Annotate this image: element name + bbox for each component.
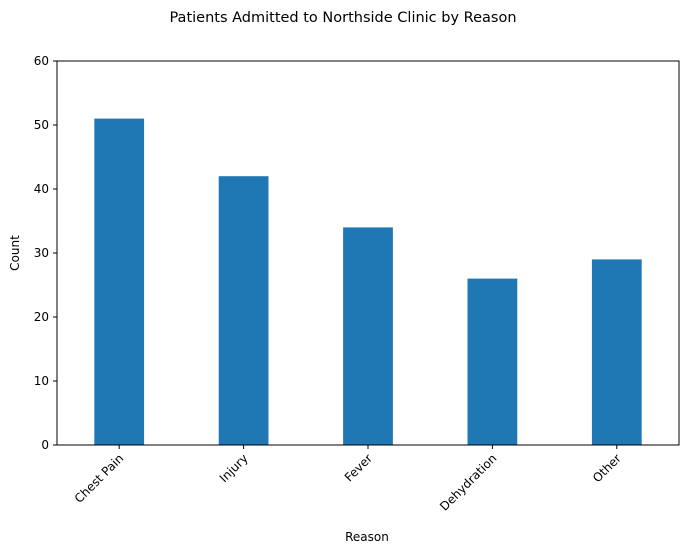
y-tick-label: 50 <box>34 118 49 132</box>
x-tick-label: Injury <box>217 451 251 485</box>
chart-title: Patients Admitted to Northside Clinic by… <box>169 10 516 26</box>
y-tick-label: 10 <box>34 374 49 388</box>
y-tick-label: 20 <box>34 310 49 324</box>
x-tick-label: Other <box>590 451 624 485</box>
bars-layer <box>94 118 642 445</box>
bar-chest-pain <box>94 118 145 445</box>
y-tick-label: 0 <box>41 438 49 452</box>
y-tick-label: 60 <box>34 54 49 68</box>
y-tick-label: 40 <box>34 182 49 196</box>
bar-dehydration <box>467 278 518 445</box>
y-tick-label: 30 <box>34 246 49 260</box>
y-axis-label: Count <box>8 235 22 271</box>
x-axis: Chest Pain Injury Fever Dehydration Other <box>72 445 624 514</box>
x-axis-label: Reason <box>345 530 389 544</box>
bar-injury <box>218 176 269 445</box>
bar-other <box>591 259 642 445</box>
bar-fever <box>343 227 393 445</box>
x-tick-label: Dehydration <box>437 451 499 513</box>
x-tick-label: Fever <box>342 451 375 484</box>
y-axis: 0 10 20 30 40 50 60 <box>34 54 57 452</box>
x-tick-label: Chest Pain <box>72 451 127 506</box>
